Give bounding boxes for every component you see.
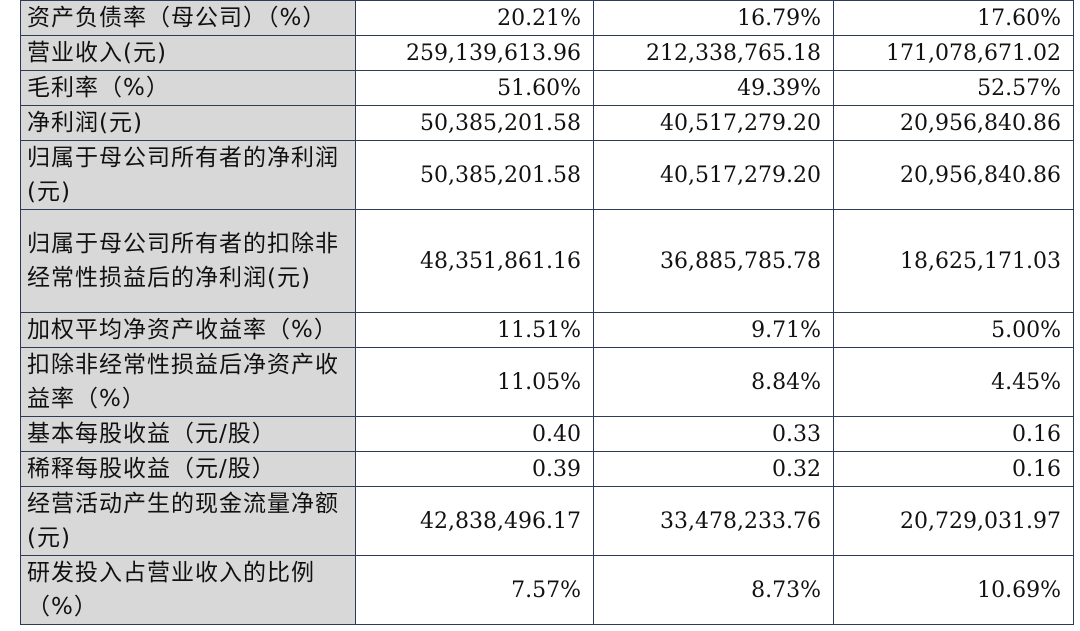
value-cell-col1: 20.21%	[355, 0, 594, 36]
value-cell-col2: 8.84%	[593, 347, 834, 417]
value-cell-col2: 9.71%	[593, 312, 834, 348]
table-row: 归属于母公司所有者的扣除非经常性损益后的净利润(元) 48,351,861.16 3…	[20, 209, 1074, 313]
row-label: 归属于母公司所有者的净利润(元)	[20, 140, 356, 210]
table-body: 资产负债率（母公司）（%） 20.21% 16.79% 17.60% 营业收入(元) 25…	[20, 0, 1074, 625]
value-cell-col3: 20,956,840.86	[833, 105, 1074, 141]
table-row: 毛利率（%） 51.60% 49.39% 52.57%	[20, 70, 1074, 106]
value-cell-col1: 0.40	[355, 416, 594, 452]
value-cell-col3: 0.16	[833, 416, 1074, 452]
value-cell-col1: 0.39	[355, 451, 594, 487]
value-cell-col1: 259,139,613.96	[355, 35, 594, 71]
table-row: 归属于母公司所有者的净利润(元) 50,385,201.58 40,517,279.…	[20, 140, 1074, 210]
financial-indicators-table-wrap: 资产负债率（母公司）（%） 20.21% 16.79% 17.60% 营业收入(元) 25…	[20, 0, 1080, 625]
row-label: 基本每股收益（元/股）	[20, 416, 356, 452]
row-label: 加权平均净资产收益率（%）	[20, 312, 356, 348]
row-label: 经营活动产生的现金流量净额(元)	[20, 486, 356, 556]
value-cell-col2: 40,517,279.20	[593, 105, 834, 141]
row-label: 扣除非经常性损益后净资产收益率（%）	[20, 347, 356, 417]
value-cell-col1: 11.51%	[355, 312, 594, 348]
value-cell-col3: 4.45%	[833, 347, 1074, 417]
value-cell-col1: 11.05%	[355, 347, 594, 417]
value-cell-col3: 17.60%	[833, 0, 1074, 36]
financial-indicators-table: 资产负债率（母公司）（%） 20.21% 16.79% 17.60% 营业收入(元) 25…	[20, 0, 1074, 625]
row-label: 净利润(元)	[20, 105, 356, 141]
table-row: 稀释每股收益（元/股） 0.39 0.32 0.16	[20, 451, 1074, 487]
value-cell-col2: 16.79%	[593, 0, 834, 36]
value-cell-col3: 52.57%	[833, 70, 1074, 106]
value-cell-col1: 50,385,201.58	[355, 140, 594, 210]
value-cell-col2: 40,517,279.20	[593, 140, 834, 210]
table-row: 净利润(元) 50,385,201.58 40,517,279.20 20,956,8…	[20, 105, 1074, 141]
table-row: 基本每股收益（元/股） 0.40 0.33 0.16	[20, 416, 1074, 452]
value-cell-col1: 48,351,861.16	[355, 209, 594, 313]
value-cell-col2: 0.32	[593, 451, 834, 487]
table-row: 资产负债率（母公司）（%） 20.21% 16.79% 17.60%	[20, 0, 1074, 36]
value-cell-col3: 18,625,171.03	[833, 209, 1074, 313]
value-cell-col1: 51.60%	[355, 70, 594, 106]
table-row: 经营活动产生的现金流量净额(元) 42,838,496.17 33,478,233.…	[20, 486, 1074, 556]
value-cell-col3: 20,956,840.86	[833, 140, 1074, 210]
value-cell-col3: 0.16	[833, 451, 1074, 487]
table-row: 研发投入占营业收入的比例（%） 7.57% 8.73% 10.69%	[20, 555, 1074, 625]
value-cell-col1: 7.57%	[355, 555, 594, 625]
value-cell-col2: 212,338,765.18	[593, 35, 834, 71]
row-label: 归属于母公司所有者的扣除非经常性损益后的净利润(元)	[20, 209, 356, 313]
row-label: 研发投入占营业收入的比例（%）	[20, 555, 356, 625]
value-cell-col2: 8.73%	[593, 555, 834, 625]
table-row: 加权平均净资产收益率（%） 11.51% 9.71% 5.00%	[20, 312, 1074, 348]
row-label: 稀释每股收益（元/股）	[20, 451, 356, 487]
row-label: 营业收入(元)	[20, 35, 356, 71]
value-cell-col3: 5.00%	[833, 312, 1074, 348]
table-row: 营业收入(元) 259,139,613.96 212,338,765.18 171,0…	[20, 35, 1074, 71]
value-cell-col3: 20,729,031.97	[833, 486, 1074, 556]
row-label: 资产负债率（母公司）（%）	[20, 0, 356, 36]
value-cell-col1: 42,838,496.17	[355, 486, 594, 556]
value-cell-col1: 50,385,201.58	[355, 105, 594, 141]
table-row: 扣除非经常性损益后净资产收益率（%） 11.05% 8.84% 4.45%	[20, 347, 1074, 417]
value-cell-col2: 33,478,233.76	[593, 486, 834, 556]
row-label: 毛利率（%）	[20, 70, 356, 106]
value-cell-col2: 0.33	[593, 416, 834, 452]
value-cell-col2: 36,885,785.78	[593, 209, 834, 313]
value-cell-col3: 10.69%	[833, 555, 1074, 625]
value-cell-col2: 49.39%	[593, 70, 834, 106]
value-cell-col3: 171,078,671.02	[833, 35, 1074, 71]
